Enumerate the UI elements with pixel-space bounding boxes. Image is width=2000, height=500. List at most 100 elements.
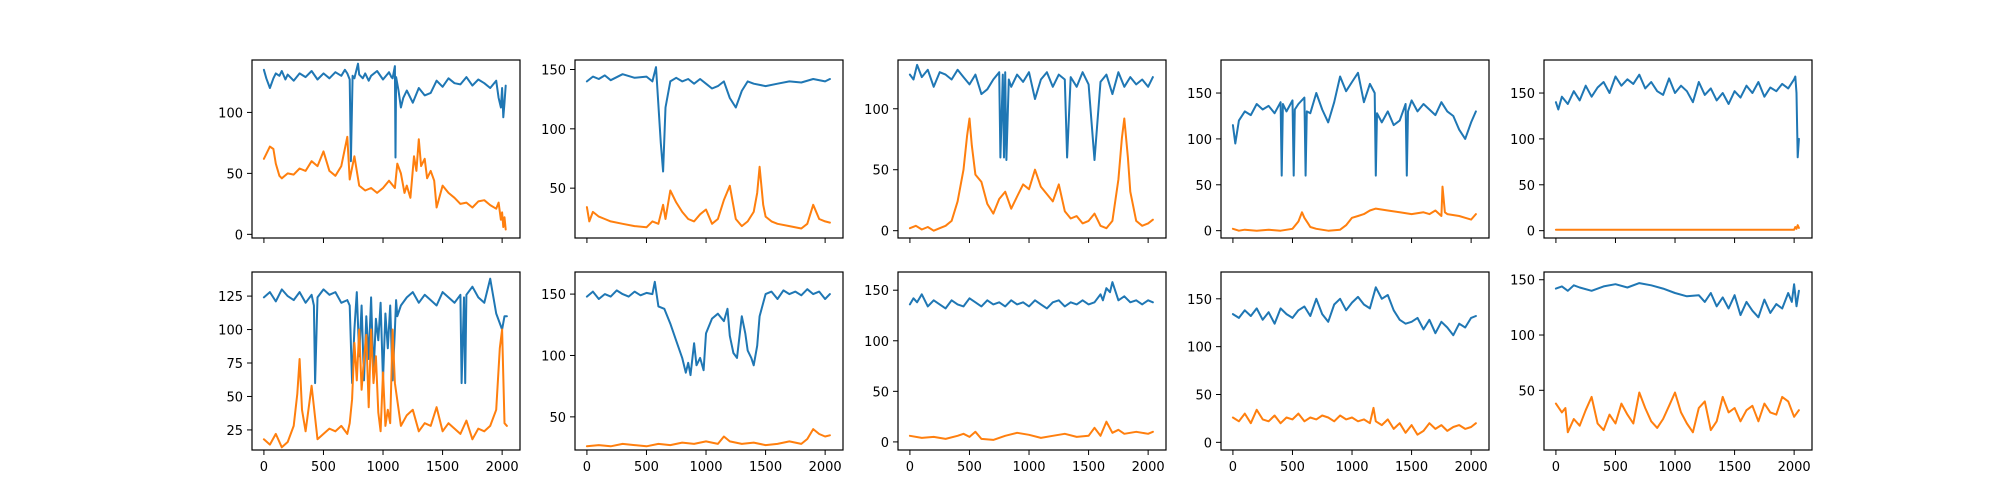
y-tick-label: 150 (864, 284, 889, 299)
subplot-2: 50 100 150 (541, 59, 844, 243)
x-tick-label: 2000 (809, 460, 842, 475)
subplot-7-series-1-line (585, 280, 831, 377)
subplot-5-axes-frame (1543, 59, 1813, 239)
subplot-5-series-2-line (1554, 224, 1800, 231)
y-tick-label: 0 (235, 228, 243, 243)
y-tick-label: 150 (541, 288, 566, 303)
y-tick-label: 125 (218, 290, 243, 305)
y-tick-label: 100 (1187, 341, 1212, 356)
y-tick-label: 150 (1510, 274, 1535, 289)
y-tick-label: 100 (541, 123, 566, 138)
x-tick-label: 1500 (1718, 460, 1751, 475)
y-tick-label: 0 (1204, 436, 1212, 451)
x-tick-label: 500 (957, 460, 982, 475)
subplot-1-series-1-line (262, 62, 507, 163)
x-tick-label: 500 (634, 460, 659, 475)
y-tick-label: 100 (218, 324, 243, 339)
subplot-4-series-2-line (1231, 185, 1477, 232)
subplot-3-series-2-line (908, 117, 1154, 232)
subplot-6-series-1-line (262, 277, 508, 385)
x-tick-label: 1500 (1072, 460, 1105, 475)
subplot-4: 0 50 100 150 (1187, 59, 1490, 243)
y-tick-label: 50 (1195, 388, 1212, 403)
x-tick-label: 500 (1280, 460, 1305, 475)
y-tick-label: 75 (226, 357, 243, 372)
y-tick-label: 50 (549, 182, 566, 197)
y-tick-label: 0 (881, 436, 889, 451)
subplot-9-axes-frame (1220, 271, 1490, 451)
x-tick-label: 1500 (426, 460, 459, 475)
x-tick-label: 2000 (486, 460, 519, 475)
y-tick-label: 100 (541, 349, 566, 364)
y-tick-label: 50 (226, 167, 243, 182)
y-tick-label: 0 (1527, 225, 1535, 240)
subplot-10: 0 500 1000 1500 2000 50 100 150 (1510, 271, 1813, 475)
y-tick-label: 100 (1187, 133, 1212, 148)
y-tick-label: 50 (226, 390, 243, 405)
x-tick-label: 500 (311, 460, 336, 475)
subplot-7: 0 500 1000 1500 2000 50 100 150 (541, 271, 844, 475)
subplot-2-axes-frame (574, 59, 844, 239)
subplot-6-series-2-line (262, 328, 508, 449)
x-tick-label: 0 (1229, 460, 1237, 475)
y-tick-label: 50 (872, 164, 889, 179)
subplot-5: 0 50 100 150 (1510, 59, 1813, 243)
subplot-10-series-1-line (1554, 282, 1800, 319)
subplot-8: 0 500 1000 1500 2000 0 50 100 150 (864, 271, 1167, 475)
y-tick-label: 50 (1195, 179, 1212, 194)
x-tick-label: 0 (906, 460, 914, 475)
subplot-4-axes-frame (1220, 59, 1490, 239)
y-tick-label: 100 (218, 106, 243, 121)
subplot-7-series-2-line (585, 428, 831, 448)
subplot-9-series-2-line (1231, 406, 1477, 436)
subplot-4-series-1-line (1231, 71, 1477, 177)
x-tick-label: 1000 (1012, 460, 1045, 475)
x-tick-label: 1500 (749, 460, 782, 475)
y-tick-label: 100 (1510, 133, 1535, 148)
subplot-5-series-1-line (1554, 73, 1800, 159)
subplot-1-series-2-line (262, 135, 507, 231)
subplot-8-series-1-line (908, 281, 1154, 310)
y-tick-label: 150 (1187, 293, 1212, 308)
x-tick-label: 1500 (1395, 460, 1428, 475)
y-tick-label: 50 (1518, 384, 1535, 399)
x-tick-label: 0 (260, 460, 268, 475)
subplot-9: 0 500 1000 1500 2000 0 50 100 150 (1187, 271, 1490, 475)
x-tick-label: 2000 (1455, 460, 1488, 475)
x-tick-label: 0 (583, 460, 591, 475)
subplot-6-axes-frame (251, 271, 521, 451)
subplot-10-axes-frame (1543, 271, 1813, 451)
subplot-3: 0 50 100 (864, 59, 1167, 243)
x-tick-label: 1000 (1658, 460, 1691, 475)
subplot-8-series-2-line (908, 420, 1154, 441)
subplot-1-axes-frame (251, 59, 521, 239)
subplot-1: 0 50 100 (218, 59, 521, 243)
x-tick-label: 2000 (1778, 460, 1811, 475)
y-tick-label: 150 (541, 63, 566, 78)
x-tick-label: 0 (1552, 460, 1560, 475)
subplot-10-series-2-line (1554, 391, 1800, 434)
x-tick-label: 1000 (1335, 460, 1368, 475)
y-tick-label: 0 (1204, 225, 1212, 240)
y-tick-label: 50 (549, 411, 566, 426)
subplot-6: 0 500 1000 1500 2000 25 50 75 100 125 (218, 271, 521, 475)
y-tick-label: 25 (226, 424, 243, 439)
x-tick-label: 2000 (1132, 460, 1165, 475)
x-tick-label: 1000 (366, 460, 399, 475)
y-tick-label: 100 (864, 103, 889, 118)
subplot-3-axes-frame (897, 59, 1167, 239)
y-tick-label: 50 (1518, 179, 1535, 194)
x-tick-label: 1000 (689, 460, 722, 475)
y-tick-label: 150 (1510, 87, 1535, 102)
y-tick-label: 0 (881, 225, 889, 240)
subplot-9-series-1-line (1231, 286, 1477, 337)
y-tick-label: 100 (864, 335, 889, 350)
y-tick-label: 150 (1187, 87, 1212, 102)
y-tick-label: 100 (1510, 329, 1535, 344)
subplot-7-axes-frame (574, 271, 844, 451)
subplot-2-series-1-line (585, 66, 831, 173)
subplot-3-series-1-line (908, 63, 1154, 161)
subplot-2-series-2-line (585, 165, 831, 230)
subplot-8-axes-frame (897, 271, 1167, 451)
